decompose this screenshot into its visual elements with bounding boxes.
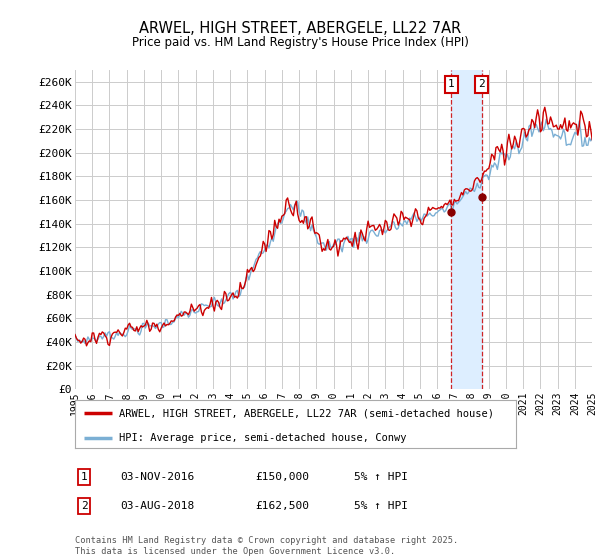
Text: 5% ↑ HPI: 5% ↑ HPI [354, 472, 408, 482]
Text: 2: 2 [80, 501, 88, 511]
Text: ARWEL, HIGH STREET, ABERGELE, LL22 7AR: ARWEL, HIGH STREET, ABERGELE, LL22 7AR [139, 21, 461, 36]
Text: 2: 2 [478, 79, 485, 89]
Text: ARWEL, HIGH STREET, ABERGELE, LL22 7AR (semi-detached house): ARWEL, HIGH STREET, ABERGELE, LL22 7AR (… [119, 408, 494, 418]
Text: 03-AUG-2018: 03-AUG-2018 [120, 501, 194, 511]
Text: 1: 1 [80, 472, 88, 482]
Text: £150,000: £150,000 [255, 472, 309, 482]
Text: Contains HM Land Registry data © Crown copyright and database right 2025.
This d: Contains HM Land Registry data © Crown c… [75, 536, 458, 556]
Text: 5% ↑ HPI: 5% ↑ HPI [354, 501, 408, 511]
Text: HPI: Average price, semi-detached house, Conwy: HPI: Average price, semi-detached house,… [119, 432, 407, 442]
Text: Price paid vs. HM Land Registry's House Price Index (HPI): Price paid vs. HM Land Registry's House … [131, 36, 469, 49]
Text: £162,500: £162,500 [255, 501, 309, 511]
Text: 1: 1 [448, 79, 455, 89]
Bar [451, 70, 482, 389]
Text: 03-NOV-2016: 03-NOV-2016 [120, 472, 194, 482]
